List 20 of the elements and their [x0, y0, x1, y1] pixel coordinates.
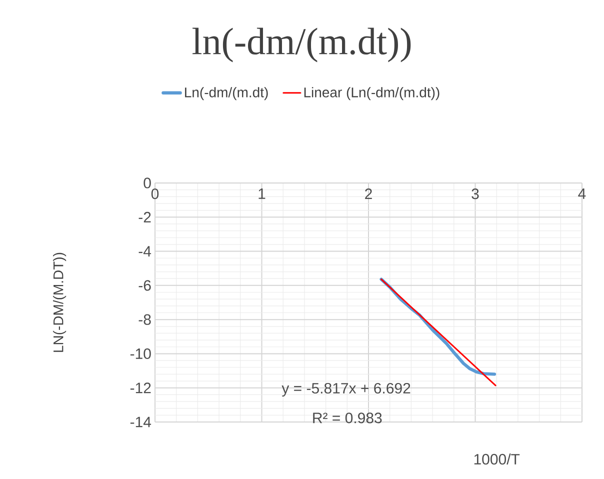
x-tick-label: 4 — [578, 188, 586, 199]
y-tick-label: -12 — [130, 382, 151, 394]
x-tick-label: 1 — [258, 188, 266, 199]
annotation: R² = 0.983 — [313, 412, 382, 424]
y-tick-label: -6 — [138, 280, 151, 291]
x-tick-label: 3 — [472, 188, 479, 200]
y-axis-title: LN(-DM/(M.DT)) — [53, 252, 66, 352]
annotation: y = -5.817x + 6.692 — [282, 382, 410, 397]
legend-label: Ln(-dm/(m.dt) — [185, 87, 268, 100]
y-tick-label: -14 — [130, 416, 152, 428]
chart-title: ln(-dm/(m.dt)) — [192, 28, 411, 62]
y-tick-label: -2 — [138, 212, 151, 222]
x-axis-title: 1000/T — [474, 454, 520, 465]
x-tick-label: 2 — [365, 188, 372, 200]
y-tick-label: -4 — [138, 246, 152, 256]
x-tick-label: 0 — [151, 188, 159, 200]
y-tick-label: -10 — [130, 348, 151, 360]
legend-label: Linear (Ln(-dm/(m.dt)) — [304, 87, 440, 100]
y-tick-label: 0 — [144, 178, 151, 188]
y-tick-label: -8 — [138, 314, 151, 325]
